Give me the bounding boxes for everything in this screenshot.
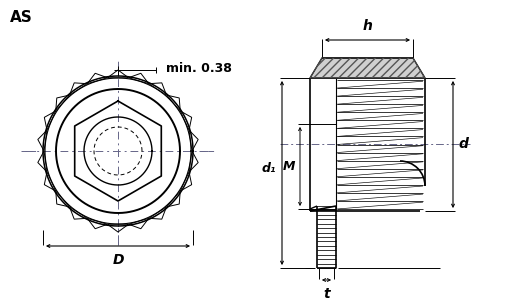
Text: d: d bbox=[458, 137, 468, 151]
Text: t: t bbox=[323, 287, 329, 301]
Text: AS: AS bbox=[10, 10, 33, 25]
Text: min. 0.38: min. 0.38 bbox=[165, 62, 232, 74]
Polygon shape bbox=[309, 58, 424, 78]
Text: h: h bbox=[362, 19, 372, 33]
Text: D: D bbox=[112, 253, 124, 267]
Text: M: M bbox=[282, 160, 294, 173]
Text: d₁: d₁ bbox=[261, 162, 275, 174]
